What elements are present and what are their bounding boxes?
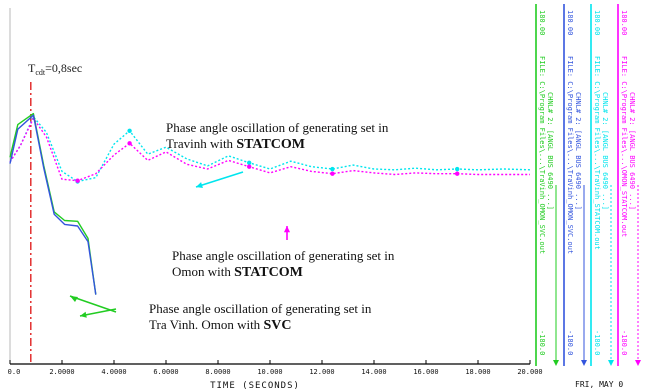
series-1-point-2 xyxy=(247,164,252,169)
legend-panel-1-bottom: -180.0 xyxy=(566,330,574,355)
legend-panel-1-top: 180.00 xyxy=(566,10,574,35)
legend-panel-3: 180.00 FILE: C:\Program Files\...\OMON_ST… xyxy=(617,4,641,366)
legend-panel-0-bottom: -180.0 xyxy=(538,330,546,355)
legend-panel-1-channel: CHNL# 2: [ANGL BUS 6490 ...] xyxy=(574,92,582,210)
legend-panel-2-bottom: -180.0 xyxy=(593,330,601,355)
x-axis: 0.0 2.0000 4.0000 6.0000 8.0000 10.000 12.000 1… xyxy=(8,360,623,391)
legend-panel-0-top: 180.00 xyxy=(538,10,546,35)
legend-panel-0-channel: CHNL# 2: [ANGL BUS 6490 ...] xyxy=(546,92,554,210)
annotation-2-arrowhead xyxy=(80,311,87,318)
annotation-0-arrowhead xyxy=(196,182,203,188)
annotation-0-arrow xyxy=(195,171,244,188)
legend-panel-2-channel: CHNL# 2: [ANGL BUS 6490 ...] xyxy=(601,92,609,210)
x-tick-label-10: 20.000 xyxy=(517,368,542,376)
annotation-0-line1: Phase angle oscillation of generating se… xyxy=(166,120,389,135)
annotations: Phase angle oscillation of generating se… xyxy=(69,120,395,333)
x-tick-label-0: 0.0 xyxy=(8,368,21,376)
legend-panel-3-arrow xyxy=(635,360,641,366)
fault-label: Tcdt=0,8sec xyxy=(28,61,82,77)
x-tick-label-8: 16.000 xyxy=(413,368,438,376)
legend-panel-0-file: FILE: C:\Program Files\...\TraVinh_OMON_… xyxy=(538,56,546,254)
legend-panel-0-arrow xyxy=(553,360,559,366)
series-1-point-0 xyxy=(75,178,80,183)
annotation-1-line2: Omon with STATCOM xyxy=(172,264,303,280)
legend-panel-2: 180.00 FILE: C:\Program Files\...\TraVinh… xyxy=(590,4,614,366)
x-tick-label-6: 12.000 xyxy=(309,368,334,376)
x-tick-label-5: 10.000 xyxy=(257,368,282,376)
annotation-1-arrowhead xyxy=(283,226,291,233)
legend-panel-3-bottom: -180.0 xyxy=(620,330,628,355)
x-tick-label-2: 4.0000 xyxy=(101,368,126,376)
legend-panel-2-top: 180.00 xyxy=(593,10,601,35)
series-1-point-3 xyxy=(330,171,335,176)
legend-panel-3-channel: CHNL# 2: [ANGL BUS 6490 ...] xyxy=(628,92,636,210)
annotation-0: Phase angle oscillation of generating se… xyxy=(166,120,389,188)
annotation-1: Phase angle oscillation of generating se… xyxy=(172,226,395,280)
legend-panel-3-top: 180.00 xyxy=(620,10,628,35)
footer-text: FRI, MAY 0 xyxy=(575,380,623,389)
annotation-2: Phase angle oscillation of generating se… xyxy=(79,301,372,333)
annotation-2-line2: Tra Vinh. Omon with SVC xyxy=(149,317,291,333)
series-layer xyxy=(9,112,531,295)
series-1-point-1 xyxy=(127,141,132,146)
series-0-point-2 xyxy=(247,160,252,165)
annotation-2-arrowhead-b xyxy=(70,296,78,302)
annotation-2-line1: Phase angle oscillation of generating se… xyxy=(149,301,372,316)
fault-marker: Tcdt=0,8sec xyxy=(28,61,82,362)
series-line-0 xyxy=(9,116,531,183)
series-1-point-4 xyxy=(455,171,460,176)
series-0-point-3 xyxy=(330,166,335,172)
legend-panel-1-file: FILE: C:\Program Files\...\TraVinh_OMON_… xyxy=(566,56,574,254)
series-line-1 xyxy=(9,117,530,182)
legend-panel-2-arrow xyxy=(608,360,614,366)
legend-panel-1: 180.00 FILE: C:\Program Files\...\TraVinh… xyxy=(563,4,587,366)
series-0-point-4 xyxy=(455,166,460,172)
legend-panel-1-arrow xyxy=(581,360,587,366)
x-tick-label-3: 6.0000 xyxy=(153,368,178,376)
annotation-0-line2: Travinh with STATCOM xyxy=(166,136,305,152)
series-0-point-1 xyxy=(127,128,132,133)
annotation-1-line1: Phase angle oscillation of generating se… xyxy=(172,248,395,263)
legend-panels: 180.00 FILE: C:\Program Files\...\TraVinh… xyxy=(535,4,641,366)
legend-panel-3-file: FILE: C:\Program Files\...\OMON_STATCOM.… xyxy=(620,56,628,237)
x-tick-label-9: 18.000 xyxy=(465,368,490,376)
x-tick-label-1: 2.0000 xyxy=(49,368,74,376)
legend-panel-0: 180.00 FILE: C:\Program Files\...\TraVinh… xyxy=(535,4,559,366)
x-axis-label: TIME (SECONDS) xyxy=(210,381,300,391)
annotation-2-arrow-b xyxy=(69,295,117,313)
x-tick-label-4: 8.0000 xyxy=(205,368,230,376)
x-tick-label-7: 14.000 xyxy=(361,368,386,376)
series-line-3 xyxy=(9,114,97,295)
legend-panel-2-file: FILE: C:\Program Files\...\TraVinh_STATC… xyxy=(593,56,601,250)
